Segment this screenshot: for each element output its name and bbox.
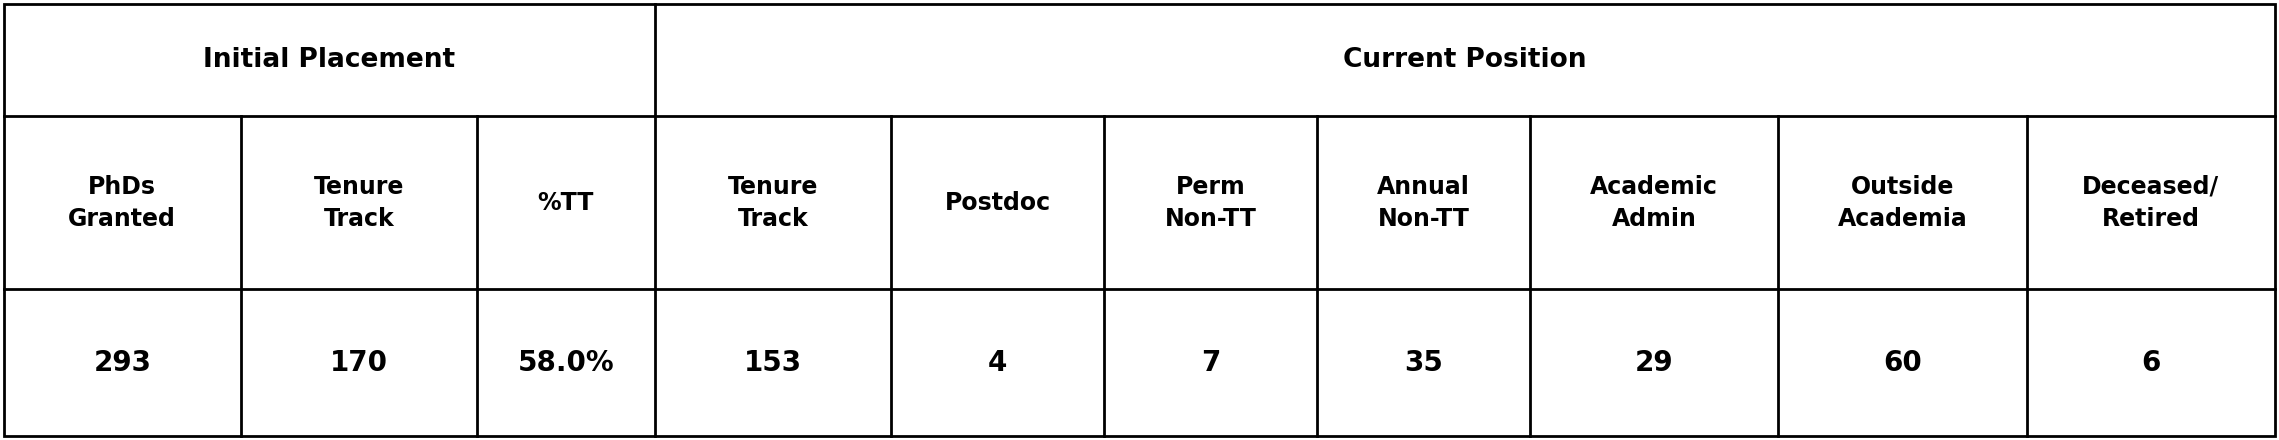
Text: 35: 35 (1404, 348, 1443, 377)
Text: Initial Placement: Initial Placement (203, 47, 456, 73)
Text: 153: 153 (743, 348, 802, 377)
Text: 29: 29 (1634, 348, 1673, 377)
Text: Tenure
Track: Tenure Track (727, 175, 818, 231)
Text: 293: 293 (93, 348, 150, 377)
Text: Postdoc: Postdoc (944, 191, 1051, 215)
Text: PhDs
Granted: PhDs Granted (68, 175, 175, 231)
Text: 170: 170 (330, 348, 387, 377)
Text: 58.0%: 58.0% (517, 348, 613, 377)
Text: Outside
Academia: Outside Academia (1837, 175, 1967, 231)
Text: Annual
Non-TT: Annual Non-TT (1377, 175, 1470, 231)
Text: 7: 7 (1201, 348, 1219, 377)
Text: 6: 6 (2140, 348, 2160, 377)
Text: Tenure
Track: Tenure Track (315, 175, 403, 231)
Text: 4: 4 (987, 348, 1007, 377)
Text: %TT: %TT (538, 191, 595, 215)
Text: Current Position: Current Position (1342, 47, 1586, 73)
Text: Perm
Non-TT: Perm Non-TT (1165, 175, 1256, 231)
Text: 60: 60 (1882, 348, 1921, 377)
Text: Academic
Admin: Academic Admin (1591, 175, 1718, 231)
Text: Deceased/
Retired: Deceased/ Retired (2083, 175, 2220, 231)
